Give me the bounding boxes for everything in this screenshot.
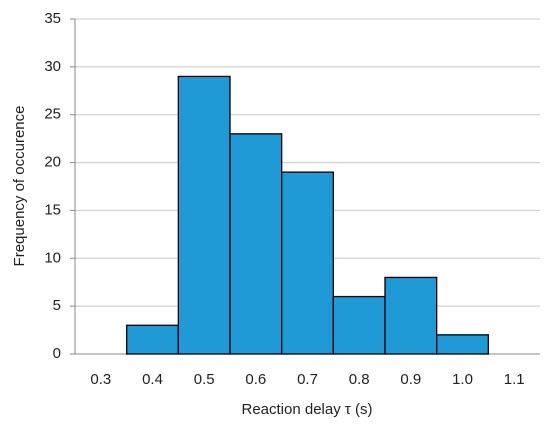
x-tick-label: 0.5 [194,371,215,388]
x-tick-label: 1.0 [452,371,473,388]
y-tick-label: 10 [44,249,61,266]
x-tick-label: 0.4 [142,371,163,388]
bar [177,75,231,355]
y-tick-label: 25 [44,106,61,123]
bar [332,295,386,355]
x-tick-label: 0.9 [400,371,421,388]
y-tick-label: 15 [44,201,61,218]
y-tick-label: 0 [53,345,61,362]
bar [281,171,334,355]
x-tick-label: 0.8 [349,371,370,388]
bar [436,334,489,355]
bar [126,324,179,355]
bar [384,276,438,355]
y-tick-label: 30 [44,58,61,75]
x-tick-label: 0.3 [90,371,111,388]
x-axis-title: Reaction delay τ (s) [242,401,373,418]
y-tick-label: 35 [44,10,61,27]
x-tick-label: 0.7 [297,371,318,388]
x-tick-label: 0.6 [245,371,266,388]
x-tick-label: 1.1 [504,371,525,388]
y-tick-label: 5 [53,297,61,314]
y-axis-title: Frequency of occurence [11,106,28,267]
y-tick-label: 20 [44,154,61,171]
bar [229,133,283,355]
